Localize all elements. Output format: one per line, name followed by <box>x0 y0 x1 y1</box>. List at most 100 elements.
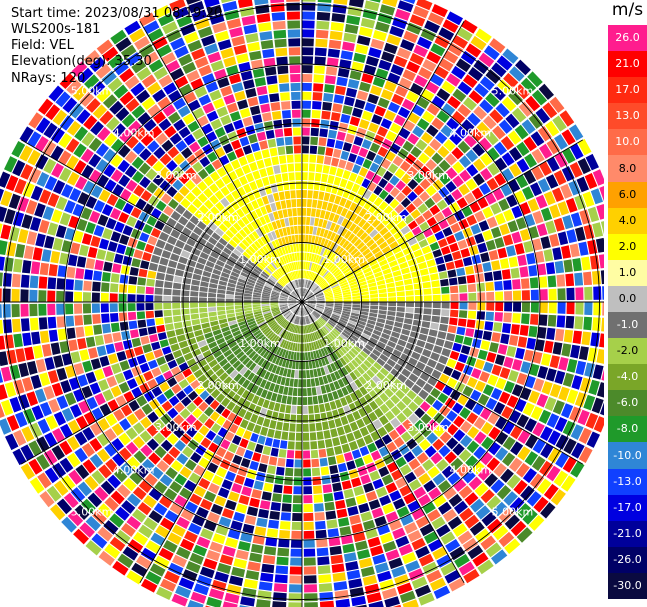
velocity-gate <box>415 584 431 598</box>
colorbar-swatch <box>608 259 647 287</box>
velocity-gate <box>270 3 285 12</box>
velocity-gate <box>485 281 494 291</box>
velocity-gate <box>510 520 527 537</box>
velocity-gate <box>321 201 328 210</box>
velocity-gate <box>67 419 81 434</box>
velocity-gate <box>156 460 170 473</box>
velocity-gate <box>229 369 239 379</box>
velocity-gate <box>317 246 323 255</box>
velocity-gate <box>193 226 203 236</box>
velocity-gate <box>302 109 311 118</box>
velocity-gate <box>483 361 494 373</box>
velocity-gate <box>314 172 322 182</box>
velocity-gate <box>167 532 182 545</box>
velocity-gate <box>220 439 231 450</box>
velocity-gate <box>445 167 458 180</box>
velocity-gate <box>371 114 383 125</box>
velocity-gate <box>459 155 472 168</box>
velocity-gate <box>384 250 394 259</box>
velocity-gate <box>363 211 372 221</box>
velocity-gate <box>8 193 21 210</box>
velocity-gate <box>179 487 192 500</box>
velocity-gate <box>304 307 309 315</box>
velocity-gate <box>131 337 142 348</box>
velocity-gate <box>515 347 525 360</box>
velocity-gate <box>339 357 347 366</box>
velocity-gate <box>452 88 467 102</box>
velocity-gate <box>258 22 272 32</box>
velocity-gate <box>482 229 493 241</box>
velocity-gate <box>501 168 514 182</box>
velocity-gate <box>268 343 275 351</box>
velocity-gate <box>98 550 115 566</box>
velocity-gate <box>524 153 538 168</box>
velocity-gate <box>162 453 175 466</box>
velocity-gate <box>276 137 285 147</box>
velocity-gate <box>416 452 429 464</box>
velocity-gate <box>546 465 561 482</box>
velocity-gate <box>225 193 235 204</box>
velocity-gate <box>216 167 227 178</box>
velocity-gate <box>67 510 84 527</box>
velocity-gate <box>388 297 397 302</box>
velocity-gate <box>0 369 4 383</box>
velocity-gate <box>278 538 290 548</box>
velocity-gate <box>239 323 248 330</box>
velocity-gate <box>307 315 312 324</box>
velocity-gate <box>281 173 289 182</box>
velocity-gate <box>474 210 486 223</box>
velocity-gate <box>498 508 514 523</box>
velocity-gate <box>357 186 367 196</box>
velocity-gate <box>354 379 363 388</box>
velocity-gate <box>385 410 395 421</box>
velocity-gate <box>438 355 449 365</box>
velocity-gate <box>142 343 152 354</box>
velocity-gate <box>366 150 377 161</box>
velocity-gate <box>329 242 336 251</box>
velocity-gate <box>315 529 327 539</box>
velocity-gate <box>216 415 226 426</box>
velocity-gate <box>320 257 327 266</box>
velocity-gate <box>413 185 425 196</box>
velocity-gate <box>112 453 126 467</box>
velocity-gate <box>330 112 341 122</box>
velocity-gate <box>91 533 108 549</box>
velocity-gate <box>358 502 370 514</box>
velocity-gate <box>403 30 419 43</box>
velocity-gate <box>317 440 326 449</box>
velocity-gate <box>334 307 343 311</box>
velocity-gate <box>200 281 209 288</box>
velocity-gate <box>251 270 260 277</box>
velocity-gate <box>118 212 130 224</box>
velocity-gate <box>415 255 426 264</box>
velocity-gate <box>101 70 117 86</box>
velocity-gate <box>312 226 318 235</box>
velocity-gate <box>85 516 101 532</box>
velocity-gate <box>394 275 403 282</box>
velocity-gate <box>197 26 213 39</box>
velocity-gate <box>333 224 341 233</box>
velocity-gate <box>289 566 302 575</box>
velocity-gate <box>183 243 193 253</box>
velocity-gate <box>291 235 296 244</box>
velocity-gate <box>331 563 345 573</box>
velocity-gate <box>322 484 333 494</box>
velocity-gate <box>320 247 326 256</box>
velocity-gate <box>30 185 43 201</box>
velocity-gate <box>210 320 219 327</box>
velocity-gate <box>353 136 364 146</box>
velocity-gate <box>374 407 384 418</box>
velocity-gate <box>358 376 367 385</box>
velocity-gate <box>261 195 270 205</box>
velocity-gate <box>204 395 215 406</box>
velocity-gate <box>302 11 316 20</box>
velocity-gate <box>470 128 484 142</box>
velocity-gate <box>38 290 47 302</box>
velocity-gate <box>190 302 198 308</box>
velocity-gate <box>73 160 87 175</box>
velocity-gate <box>418 261 428 270</box>
velocity-gate <box>245 33 259 43</box>
ring-label: 1.00km <box>239 337 281 350</box>
velocity-gate <box>284 350 289 359</box>
velocity-gate <box>186 426 198 438</box>
